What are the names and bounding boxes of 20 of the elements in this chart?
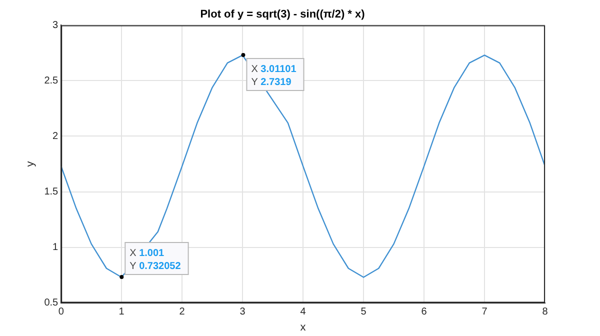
x-tick-label: 6 [421, 306, 428, 318]
x-tick-label: 7 [482, 306, 488, 318]
annotation: X 1.001 Y 0.732052 [130, 248, 182, 272]
y-axis-title: y [24, 160, 37, 167]
chart-title: Plot of y = sqrt(3) - sin((π/2) * x) [200, 8, 366, 21]
x-axis-title: x [300, 321, 306, 334]
y-tick-label: 0.5 [44, 298, 59, 309]
x-tick-label: 1 [118, 306, 125, 318]
y-tick-label: 1.5 [44, 186, 59, 198]
y-tick-label: 2 [52, 130, 59, 142]
x-tick-label: 0 [58, 306, 64, 318]
x-tick-label: 5 [360, 306, 367, 318]
x-tick-label: 4 [300, 306, 306, 318]
x-tick-label: 8 [542, 306, 548, 318]
annotation: X 3.01101 Y 2.7319 [251, 64, 297, 88]
y-tick-label: 1 [52, 242, 59, 254]
y-tick-label: 2.5 [44, 75, 59, 86]
y-tick-label: 3 [52, 20, 59, 31]
x-tick-label: 3 [240, 306, 246, 318]
x-tick-label: 2 [179, 306, 186, 318]
